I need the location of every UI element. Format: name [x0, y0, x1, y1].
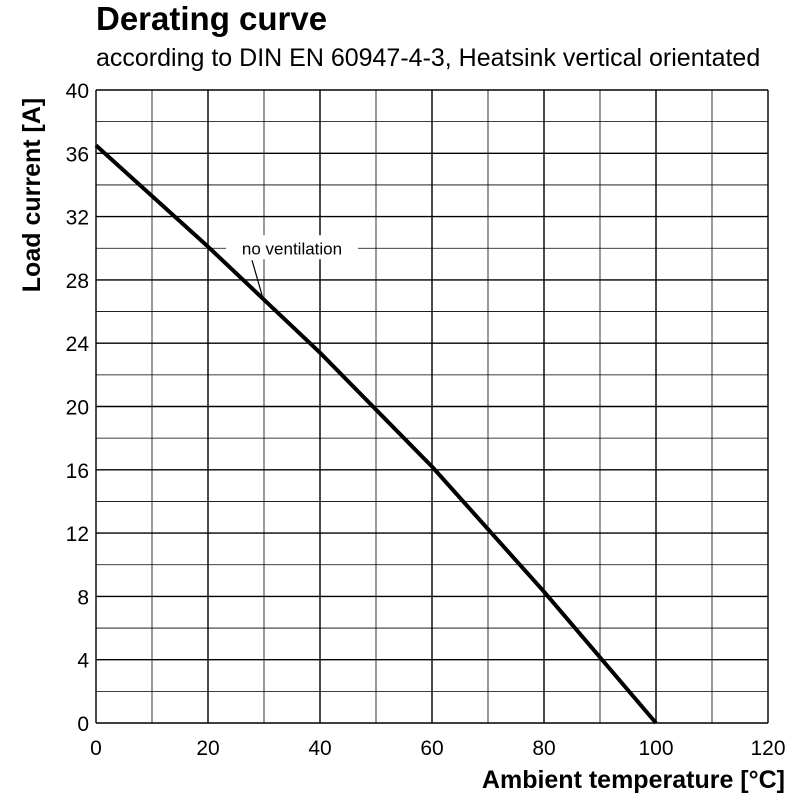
x-tick-label: 20 — [196, 737, 219, 760]
chart-subtitle: according to DIN EN 60947-4-3, Heatsink … — [96, 44, 761, 72]
y-tick-labels: 0 4 8 12 16 20 24 28 32 36 40 — [66, 80, 90, 736]
annotation-leader-line — [251, 260, 265, 303]
series-line-no-ventilation — [94, 143, 658, 725]
y-tick-label: 28 — [66, 270, 89, 293]
y-tick-label: 4 — [77, 650, 89, 673]
chart-title: Derating curve — [96, 0, 328, 37]
series-layer — [94, 143, 658, 725]
y-tick-label: 24 — [66, 333, 90, 356]
y-tick-label: 40 — [66, 80, 89, 103]
x-axis-label: Ambient temperature [°C] — [482, 766, 785, 794]
y-tick-label: 36 — [66, 143, 89, 166]
annotation-label: no ventilation — [242, 239, 342, 258]
major-gridlines — [95, 89, 769, 724]
x-tick-label: 120 — [750, 737, 785, 760]
x-tick-labels: 0 20 40 60 80 100 120 — [90, 737, 785, 760]
y-axis-label: Load current [A] — [18, 98, 46, 292]
x-tick-label: 60 — [420, 737, 443, 760]
annotation-layer: no ventilation — [226, 235, 358, 303]
y-tick-label: 0 — [77, 713, 89, 736]
y-tick-label: 12 — [66, 523, 89, 546]
annotation-background — [226, 235, 358, 260]
x-tick-label: 40 — [308, 737, 331, 760]
y-tick-label: 8 — [77, 586, 89, 609]
x-tick-label: 100 — [638, 737, 673, 760]
y-tick-label: 16 — [66, 460, 89, 483]
x-tick-label: 80 — [532, 737, 555, 760]
y-tick-label: 20 — [66, 397, 89, 420]
y-tick-label: 32 — [66, 207, 89, 230]
x-tick-label: 0 — [90, 737, 102, 760]
